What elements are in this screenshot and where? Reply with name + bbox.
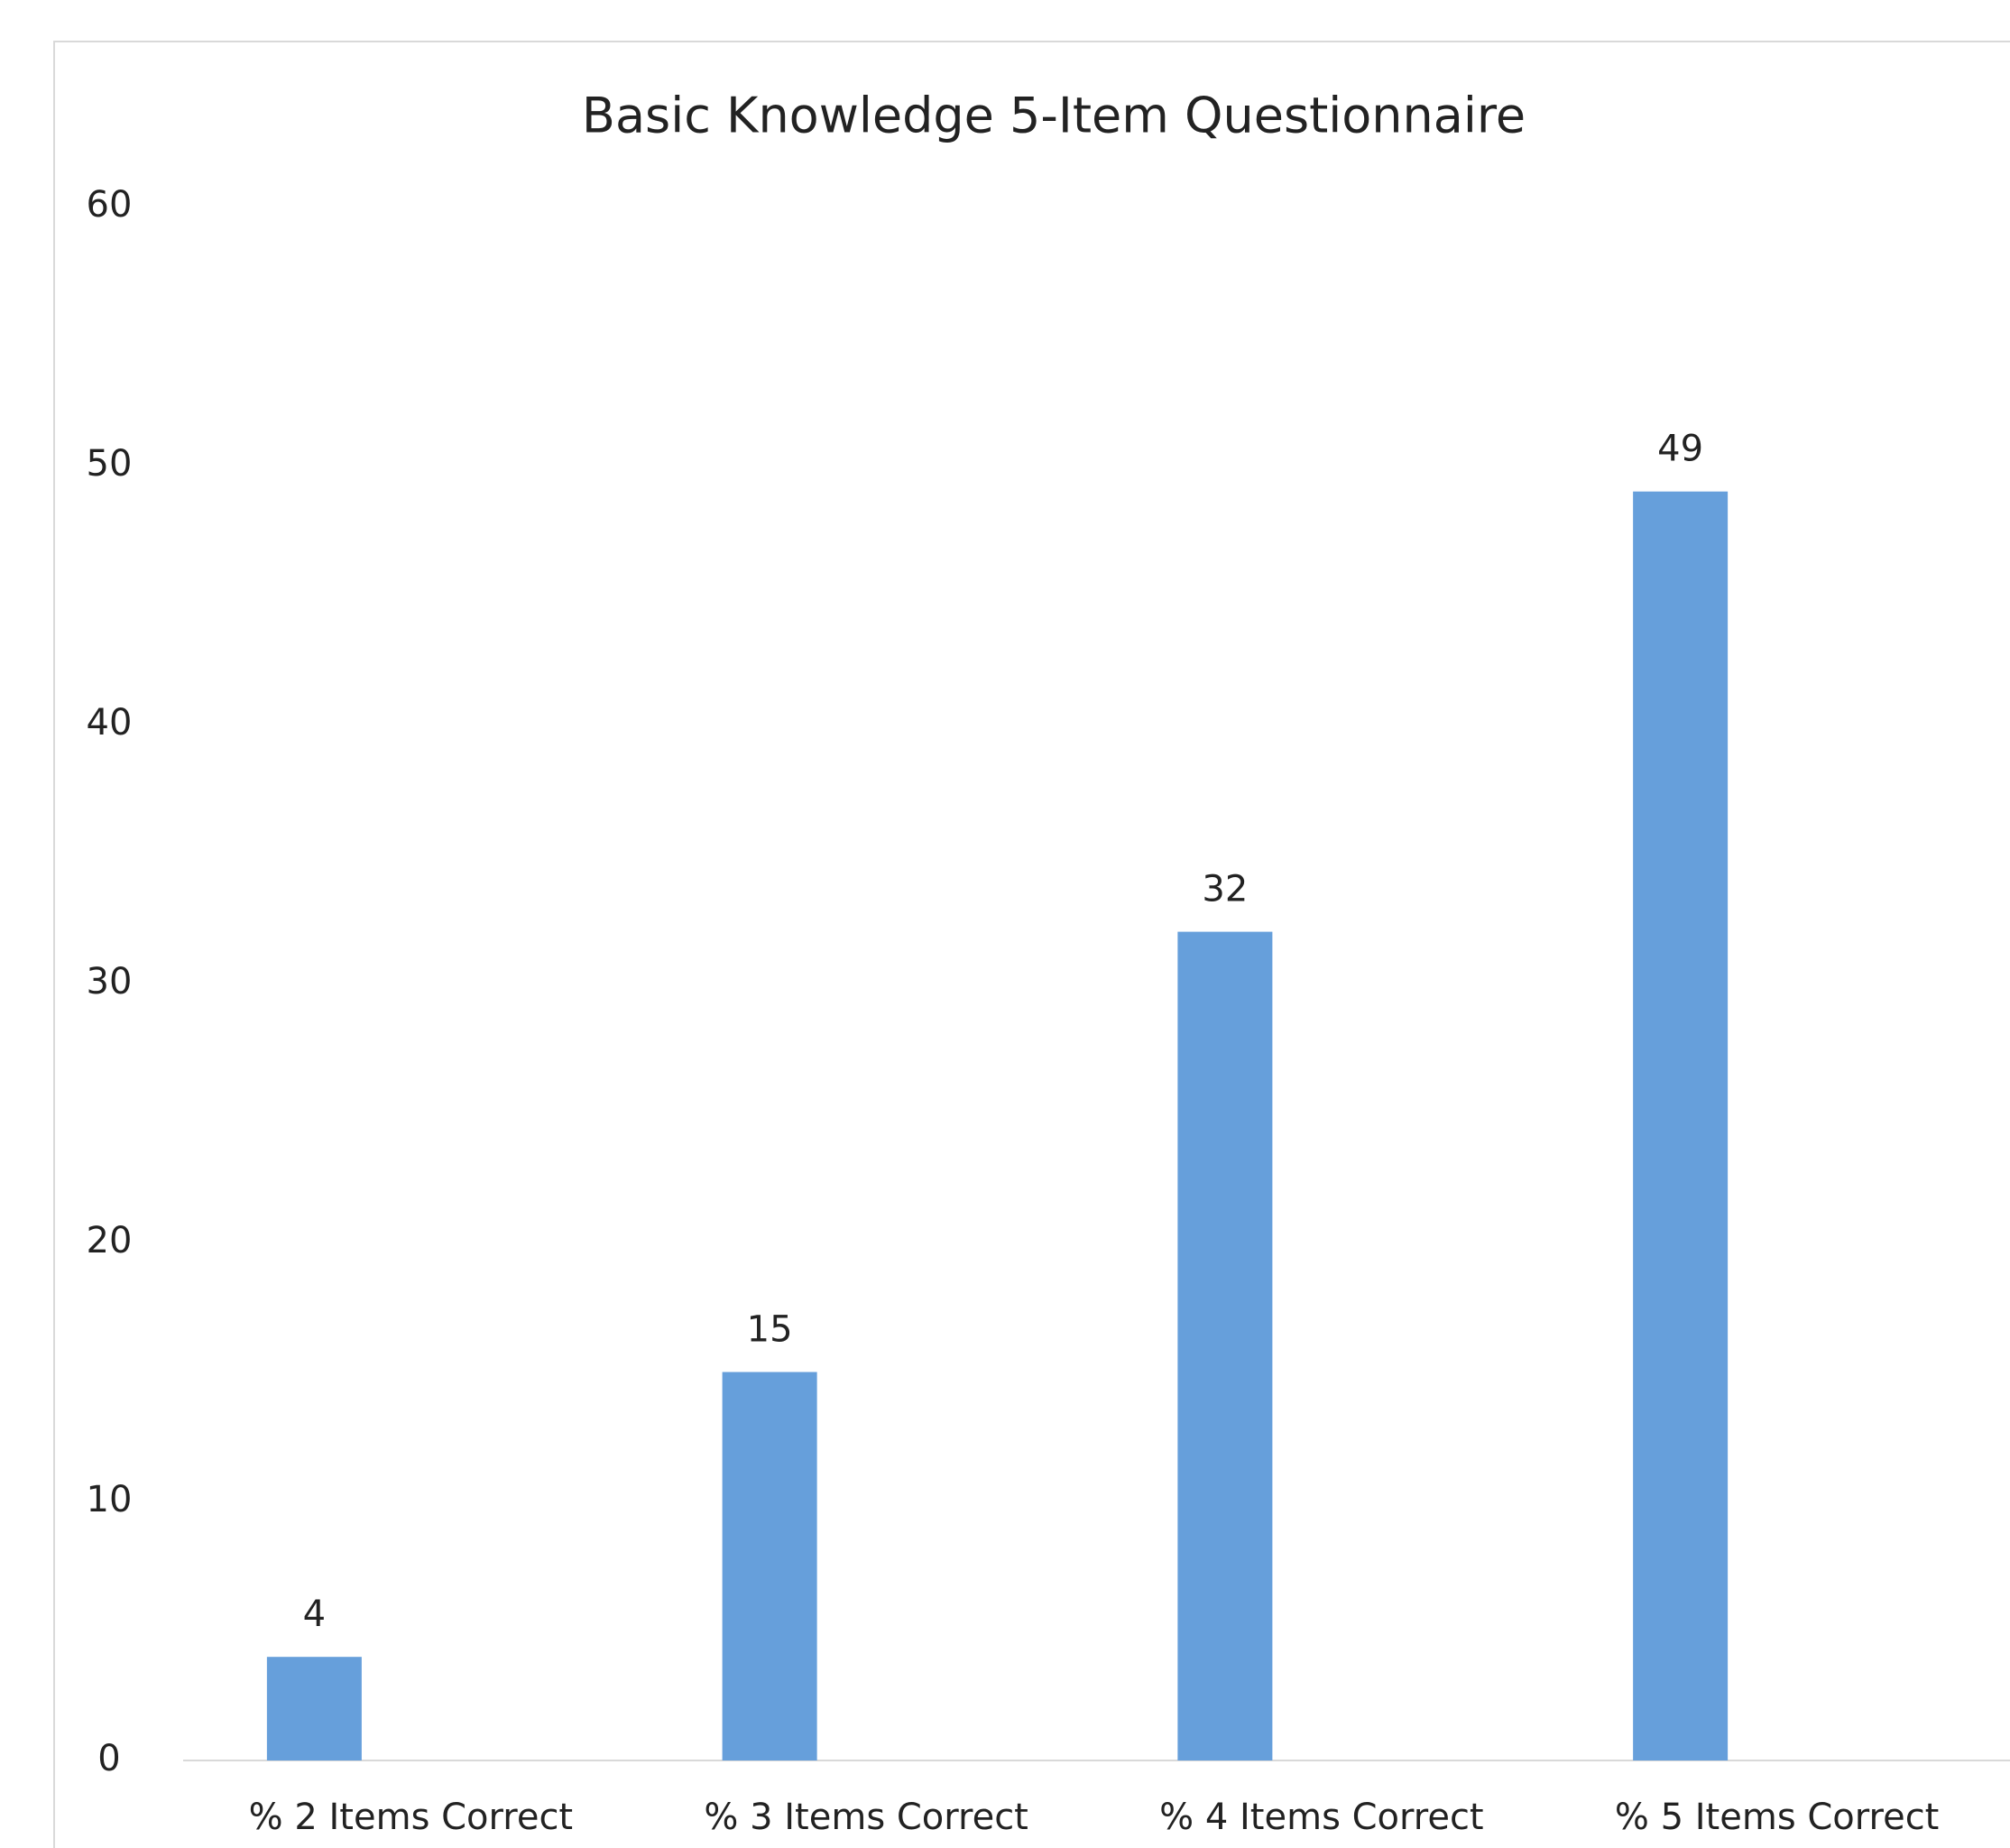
- bar: [722, 1372, 817, 1760]
- y-tick-label: 60: [87, 184, 133, 226]
- y-tick-label: 50: [87, 443, 133, 485]
- bar: [1633, 491, 1729, 1761]
- value-label: 49: [1657, 429, 1703, 470]
- x-tick-label: % 5 Items Correct: [1615, 1797, 1940, 1838]
- x-tick-label: % 3 Items Correct: [704, 1797, 1028, 1838]
- value-label: 32: [1202, 869, 1248, 910]
- value-label: 15: [747, 1309, 793, 1351]
- y-tick-label: 30: [87, 961, 133, 1003]
- y-tick-label: 0: [97, 1738, 120, 1779]
- bar: [1177, 931, 1273, 1760]
- y-tick-label: 20: [87, 1220, 133, 1261]
- chart-title: Basic Knowledge 5-Item Questionnaire: [582, 88, 1526, 144]
- bar: [266, 1657, 362, 1760]
- x-tick-label: % 4 Items Correct: [1159, 1797, 1484, 1838]
- y-tick-label: 40: [87, 702, 133, 744]
- x-tick-label: % 2 Items Correct: [249, 1797, 574, 1838]
- y-tick-label: 10: [87, 1479, 133, 1520]
- value-label: 4: [303, 1594, 326, 1635]
